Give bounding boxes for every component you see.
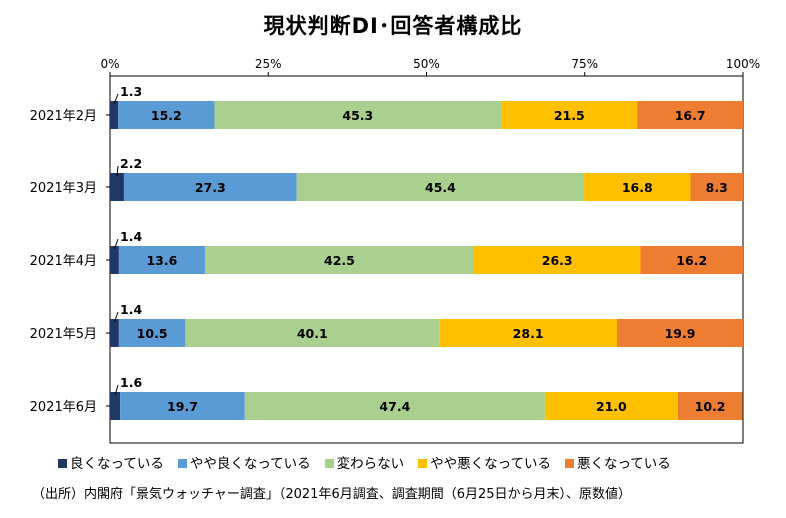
bar-segment — [296, 173, 585, 201]
data-label: 13.6 — [146, 253, 177, 268]
leader-line — [114, 384, 119, 396]
data-label: 15.2 — [151, 108, 182, 123]
data-label: 27.3 — [195, 180, 226, 195]
bar-segment — [214, 101, 502, 129]
data-label: 16.8 — [622, 180, 653, 195]
bar-segment — [110, 319, 119, 347]
legend-item: 良くなっている — [58, 452, 164, 472]
legend-label: 良くなっている — [70, 456, 164, 472]
data-label: 10.2 — [695, 399, 726, 414]
bar-segment — [637, 101, 743, 129]
bar-segment — [677, 392, 743, 420]
legend-swatch — [324, 459, 334, 468]
legend-swatch — [564, 459, 574, 468]
x-tick-label: 50% — [413, 57, 440, 71]
legend-item: やや良くなっている — [177, 452, 311, 472]
leader-line — [113, 311, 119, 323]
data-label: 45.4 — [425, 180, 456, 195]
legend: 良くなっている やや良くなっている 変わらない やや悪くなっている 悪くなっている — [58, 452, 685, 472]
legend-label: やや良くなっている — [189, 456, 311, 472]
category-label: 2021年5月 — [30, 327, 97, 342]
bar-segment — [118, 246, 205, 274]
data-label: 10.5 — [137, 326, 168, 341]
data-label: 21.5 — [554, 108, 585, 123]
bar-segment — [120, 392, 245, 420]
category-label: 2021年2月 — [30, 109, 97, 124]
bar-segment — [118, 101, 215, 129]
category-label: 2021年6月 — [30, 400, 97, 415]
legend-item: やや悪くなっている — [418, 452, 551, 472]
leader-line — [116, 165, 119, 177]
category-label: 2021年4月 — [30, 254, 97, 269]
bar-segment — [501, 101, 638, 129]
bar-segment — [244, 392, 545, 420]
data-label: 19.7 — [167, 399, 198, 414]
data-label: 47.4 — [379, 399, 410, 414]
data-label: 45.3 — [342, 108, 373, 123]
legend-item: 悪くなっている — [564, 452, 671, 472]
legend-label: 悪くなっている — [576, 456, 671, 472]
data-label: 8.3 — [706, 180, 728, 195]
legend-label: やや悪くなっている — [430, 456, 551, 472]
data-label: 16.7 — [675, 108, 706, 123]
leader-line — [113, 238, 119, 250]
chart-title: 現状判断DI･回答者構成比 — [263, 14, 523, 38]
data-label: 28.1 — [513, 326, 544, 341]
x-tick-label: 25% — [255, 57, 282, 71]
data-label: 16.2 — [676, 253, 707, 268]
bar-segment — [110, 246, 119, 274]
data-label: 1.4 — [120, 302, 142, 317]
bar-segment — [110, 173, 124, 201]
data-label: 19.9 — [665, 326, 696, 341]
bar-segment — [118, 319, 186, 347]
legend-swatch — [58, 459, 67, 468]
bar-segment — [473, 246, 641, 274]
legend-swatch — [418, 459, 428, 468]
data-label: 1.6 — [120, 375, 142, 390]
x-tick-label: 75% — [571, 57, 598, 71]
data-label: 1.4 — [120, 229, 142, 244]
x-tick-label: 0% — [100, 57, 119, 71]
bar-segment — [110, 392, 121, 420]
bar-segment — [204, 246, 474, 274]
category-label: 2021年3月 — [30, 181, 97, 196]
legend-label: 変わらない — [336, 456, 405, 472]
bar-segment — [640, 246, 743, 274]
data-label: 26.3 — [542, 253, 573, 268]
bar-segment — [110, 101, 119, 129]
data-label: 21.0 — [596, 399, 627, 414]
source-note: （出所）内閣府「景気ウォッチャー調査」（2021年6月調査、調査期間（6月25日… — [32, 487, 632, 502]
legend-item: 変わらない — [324, 452, 405, 472]
bar-segment — [185, 319, 440, 347]
bar-segment — [690, 173, 743, 201]
leader-line — [113, 93, 119, 105]
legend-swatch — [177, 459, 187, 468]
data-label: 42.5 — [324, 253, 355, 268]
data-label: 2.2 — [120, 156, 142, 171]
bar-segment — [584, 173, 691, 201]
bar-segment — [439, 319, 618, 347]
data-label: 40.1 — [297, 326, 328, 341]
bar-segment — [544, 392, 678, 420]
bar-segment — [617, 319, 743, 347]
data-label: 1.3 — [120, 84, 142, 99]
bar-segment — [123, 173, 297, 201]
x-tick-label: 100% — [726, 57, 760, 71]
